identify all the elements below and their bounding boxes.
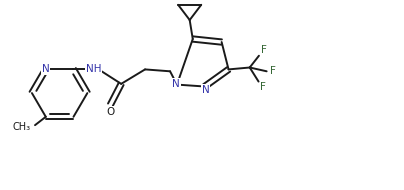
Text: F: F xyxy=(261,45,267,55)
Text: F: F xyxy=(260,82,266,92)
Text: NH: NH xyxy=(86,64,101,74)
Text: N: N xyxy=(42,64,50,74)
Text: CH₃: CH₃ xyxy=(12,122,30,132)
Text: N: N xyxy=(173,79,180,89)
Text: F: F xyxy=(270,66,276,76)
Text: O: O xyxy=(106,107,115,117)
Text: N: N xyxy=(202,85,209,95)
